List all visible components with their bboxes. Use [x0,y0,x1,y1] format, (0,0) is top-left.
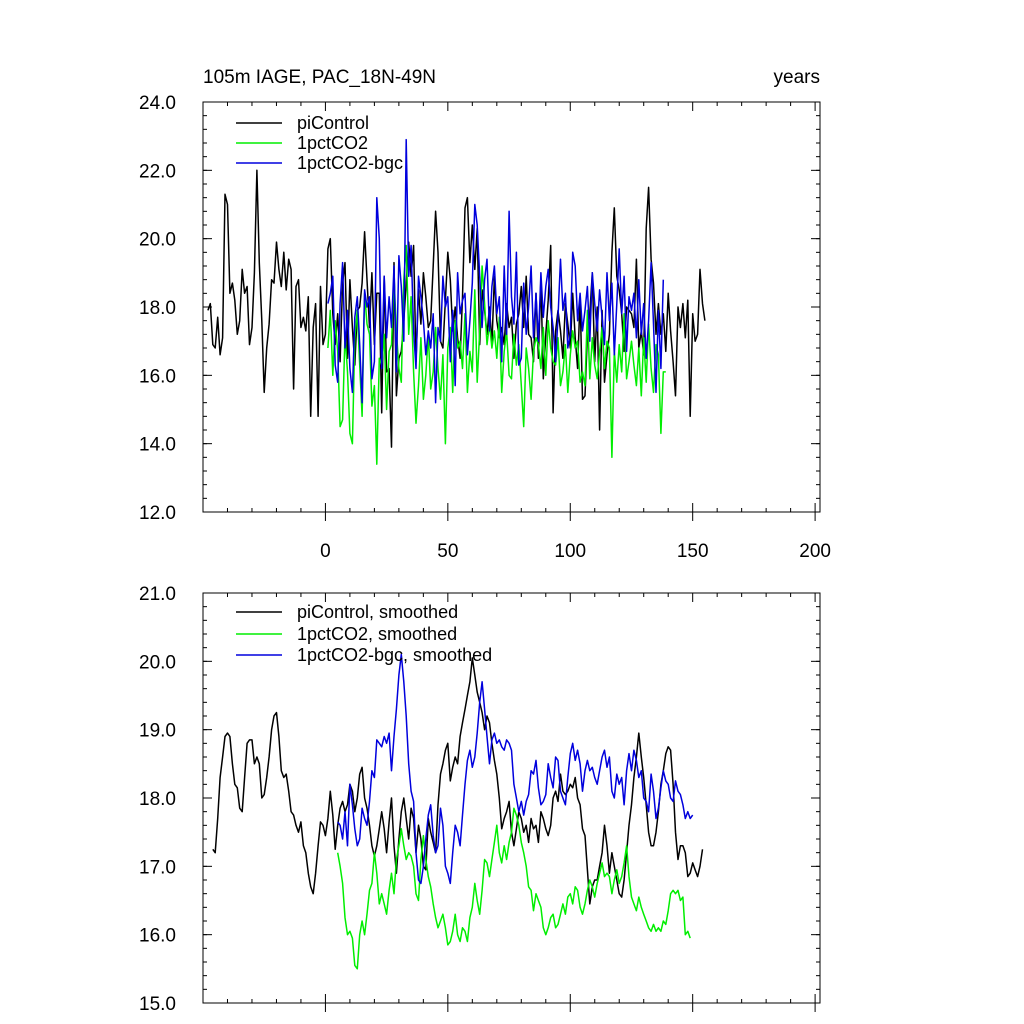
y-tick-label: 19.0 [139,721,176,742]
x-tick-label: 50 [437,541,458,562]
bottom-panel-legend: piControl, smoothed 1pctCO2, smoothed 1p… [236,602,492,665]
y-tick-label: 18.0 [139,298,176,319]
bottom-panel: 15.0 16.0 17.0 18.0 19.0 20.0 21.0 piControl, … [139,584,821,1015]
top-panel-y-tick-labels: 12.0 14.0 16.0 18.0 20.0 22.0 24.0 [139,93,176,524]
series-line-1pctco2-smoothed [336,807,691,970]
y-tick-label: 22.0 [139,161,176,182]
legend-label-1pctco2-bgc-smoothed: 1pctCO2-bgc, smoothed [297,645,492,665]
top-panel: 105m IAGE, PAC_18N-49N years 12.0 14.0 16.… [139,67,831,562]
y-tick-label: 20.0 [139,652,176,673]
series-line-1pctco2 [327,244,666,465]
bottom-panel-ticks [203,592,820,1012]
y-tick-label: 14.0 [139,435,176,456]
legend-label-1pctco2-bgc: 1pctCO2-bgc [297,153,403,173]
y-tick-label: 17.0 [139,857,176,878]
x-tick-label: 100 [554,541,586,562]
top-panel-units: years [774,67,820,88]
y-tick-label: 24.0 [139,93,176,114]
top-panel-series [207,138,706,465]
series-line-1pctco2-bgc-smoothed [337,653,694,885]
legend-label-1pctco2: 1pctCO2 [297,133,368,153]
top-panel-title: 105m IAGE, PAC_18N-49N [203,67,436,88]
y-tick-label: 21.0 [139,584,176,605]
y-tick-label: 20.0 [139,230,176,251]
bottom-panel-frame [202,592,821,1004]
legend-label-1pctco2-smoothed: 1pctCO2, smoothed [297,624,457,644]
top-panel-frame [202,101,821,513]
x-tick-label: 150 [677,541,709,562]
y-tick-label: 18.0 [139,789,176,810]
bottom-panel-y-tick-labels: 15.0 16.0 17.0 18.0 19.0 20.0 21.0 [139,584,176,1015]
y-tick-label: 16.0 [139,926,176,947]
series-line-1pctco2-bgc [327,138,665,404]
x-tick-label: 0 [320,541,331,562]
y-tick-label: 15.0 [139,994,176,1015]
bottom-panel-series [212,653,704,970]
series-line-picontrol-smoothed [212,657,704,905]
x-tick-label: 200 [799,541,831,562]
legend-label-picontrol-smoothed: piControl, smoothed [297,602,458,622]
top-panel-legend: piControl 1pctCO2 1pctCO2-bgc [236,113,403,173]
y-tick-label: 12.0 [139,503,176,524]
legend-label-picontrol: piControl [297,113,369,133]
y-tick-label: 16.0 [139,366,176,387]
top-panel-x-tick-labels: 0 50 100 150 200 [320,541,831,562]
